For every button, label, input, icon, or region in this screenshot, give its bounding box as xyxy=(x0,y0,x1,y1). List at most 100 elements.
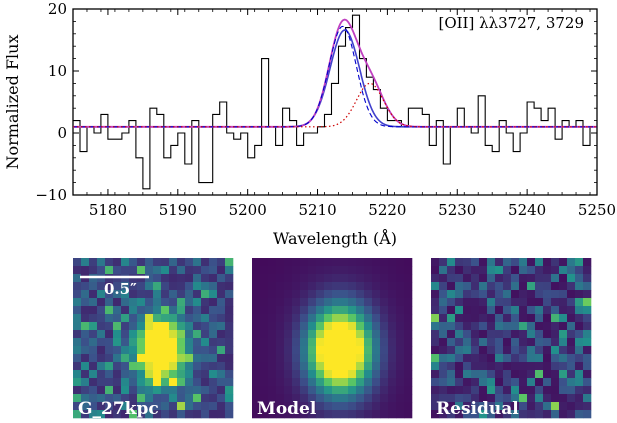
pixel xyxy=(348,370,357,379)
pixel xyxy=(527,298,536,307)
pixel xyxy=(348,362,357,371)
pixel xyxy=(439,410,448,419)
pixel xyxy=(81,402,90,411)
pixel xyxy=(431,402,440,411)
pixel xyxy=(292,282,301,291)
pixel xyxy=(332,370,341,379)
pixel xyxy=(300,394,309,403)
pixel xyxy=(463,386,472,395)
pixel xyxy=(519,394,528,403)
pixel xyxy=(543,370,552,379)
pixel xyxy=(404,266,413,275)
pixel xyxy=(185,282,194,291)
pixel xyxy=(121,362,130,371)
pixel xyxy=(169,322,178,331)
pixel xyxy=(161,266,170,275)
pixel xyxy=(137,362,146,371)
pixel xyxy=(447,306,456,315)
pixel xyxy=(388,306,397,315)
pixel xyxy=(260,378,269,387)
pixel xyxy=(268,386,277,395)
pixel xyxy=(535,370,544,379)
pixel xyxy=(324,282,333,291)
pixel xyxy=(113,402,122,411)
pixel xyxy=(364,402,373,411)
pixel xyxy=(396,386,405,395)
pixel xyxy=(225,378,234,387)
pixel xyxy=(121,402,130,411)
pixel xyxy=(404,370,413,379)
pixel xyxy=(503,354,512,363)
pixel xyxy=(201,290,210,299)
pixel xyxy=(463,338,472,347)
pixel xyxy=(431,258,440,267)
pixel xyxy=(308,346,317,355)
pixel xyxy=(463,322,472,331)
pixel xyxy=(332,346,341,355)
pixel xyxy=(527,362,536,371)
pixel xyxy=(364,354,373,363)
pixel xyxy=(332,290,341,299)
pixel xyxy=(495,378,504,387)
pixel xyxy=(169,290,178,299)
pixel xyxy=(153,266,162,275)
pixel xyxy=(463,274,472,283)
pixel xyxy=(217,402,226,411)
pixel xyxy=(356,330,365,339)
pixel xyxy=(193,402,202,411)
pixel xyxy=(348,330,357,339)
pixel xyxy=(332,322,341,331)
pixel xyxy=(388,410,397,419)
pixel xyxy=(503,410,512,419)
pixel xyxy=(308,402,317,411)
pixel xyxy=(89,282,98,291)
pixel xyxy=(495,282,504,291)
pixel xyxy=(455,346,464,355)
pixel xyxy=(404,290,413,299)
pixel xyxy=(535,298,544,307)
pixel xyxy=(511,378,520,387)
pixel xyxy=(129,258,138,267)
y-axis-ticks: −10 0 10 20 xyxy=(35,0,597,204)
pixel xyxy=(551,402,560,411)
pixel xyxy=(519,266,528,275)
pixel xyxy=(463,394,472,403)
pixel xyxy=(284,354,293,363)
pixel xyxy=(113,370,122,379)
pixel xyxy=(217,274,226,283)
pixel xyxy=(388,370,397,379)
pixel xyxy=(535,386,544,395)
pixel xyxy=(292,346,301,355)
pixel xyxy=(284,314,293,323)
pixel xyxy=(260,314,269,323)
pixel xyxy=(527,322,536,331)
pixel xyxy=(511,354,520,363)
pixel xyxy=(324,386,333,395)
pixel xyxy=(97,354,106,363)
pixel xyxy=(356,290,365,299)
pixel xyxy=(113,346,122,355)
pixel xyxy=(527,274,536,283)
pixel xyxy=(73,298,82,307)
pixel xyxy=(201,274,210,283)
pixel xyxy=(455,330,464,339)
pixel xyxy=(324,354,333,363)
pixel xyxy=(73,338,82,347)
pixel xyxy=(276,322,285,331)
pixel xyxy=(113,354,122,363)
pixel xyxy=(356,298,365,307)
pixel xyxy=(559,266,568,275)
pixel xyxy=(81,386,90,395)
pixel xyxy=(388,330,397,339)
pixel xyxy=(527,266,536,275)
pixel xyxy=(559,378,568,387)
panel-label-data: G_27kpc xyxy=(78,399,159,419)
pixel xyxy=(372,410,381,419)
pixel xyxy=(177,282,186,291)
pixel xyxy=(559,290,568,299)
pixel xyxy=(356,314,365,323)
pixel xyxy=(276,386,285,395)
pixel xyxy=(316,402,325,411)
panel-label-residual: Residual xyxy=(436,399,519,419)
pixel xyxy=(567,322,576,331)
